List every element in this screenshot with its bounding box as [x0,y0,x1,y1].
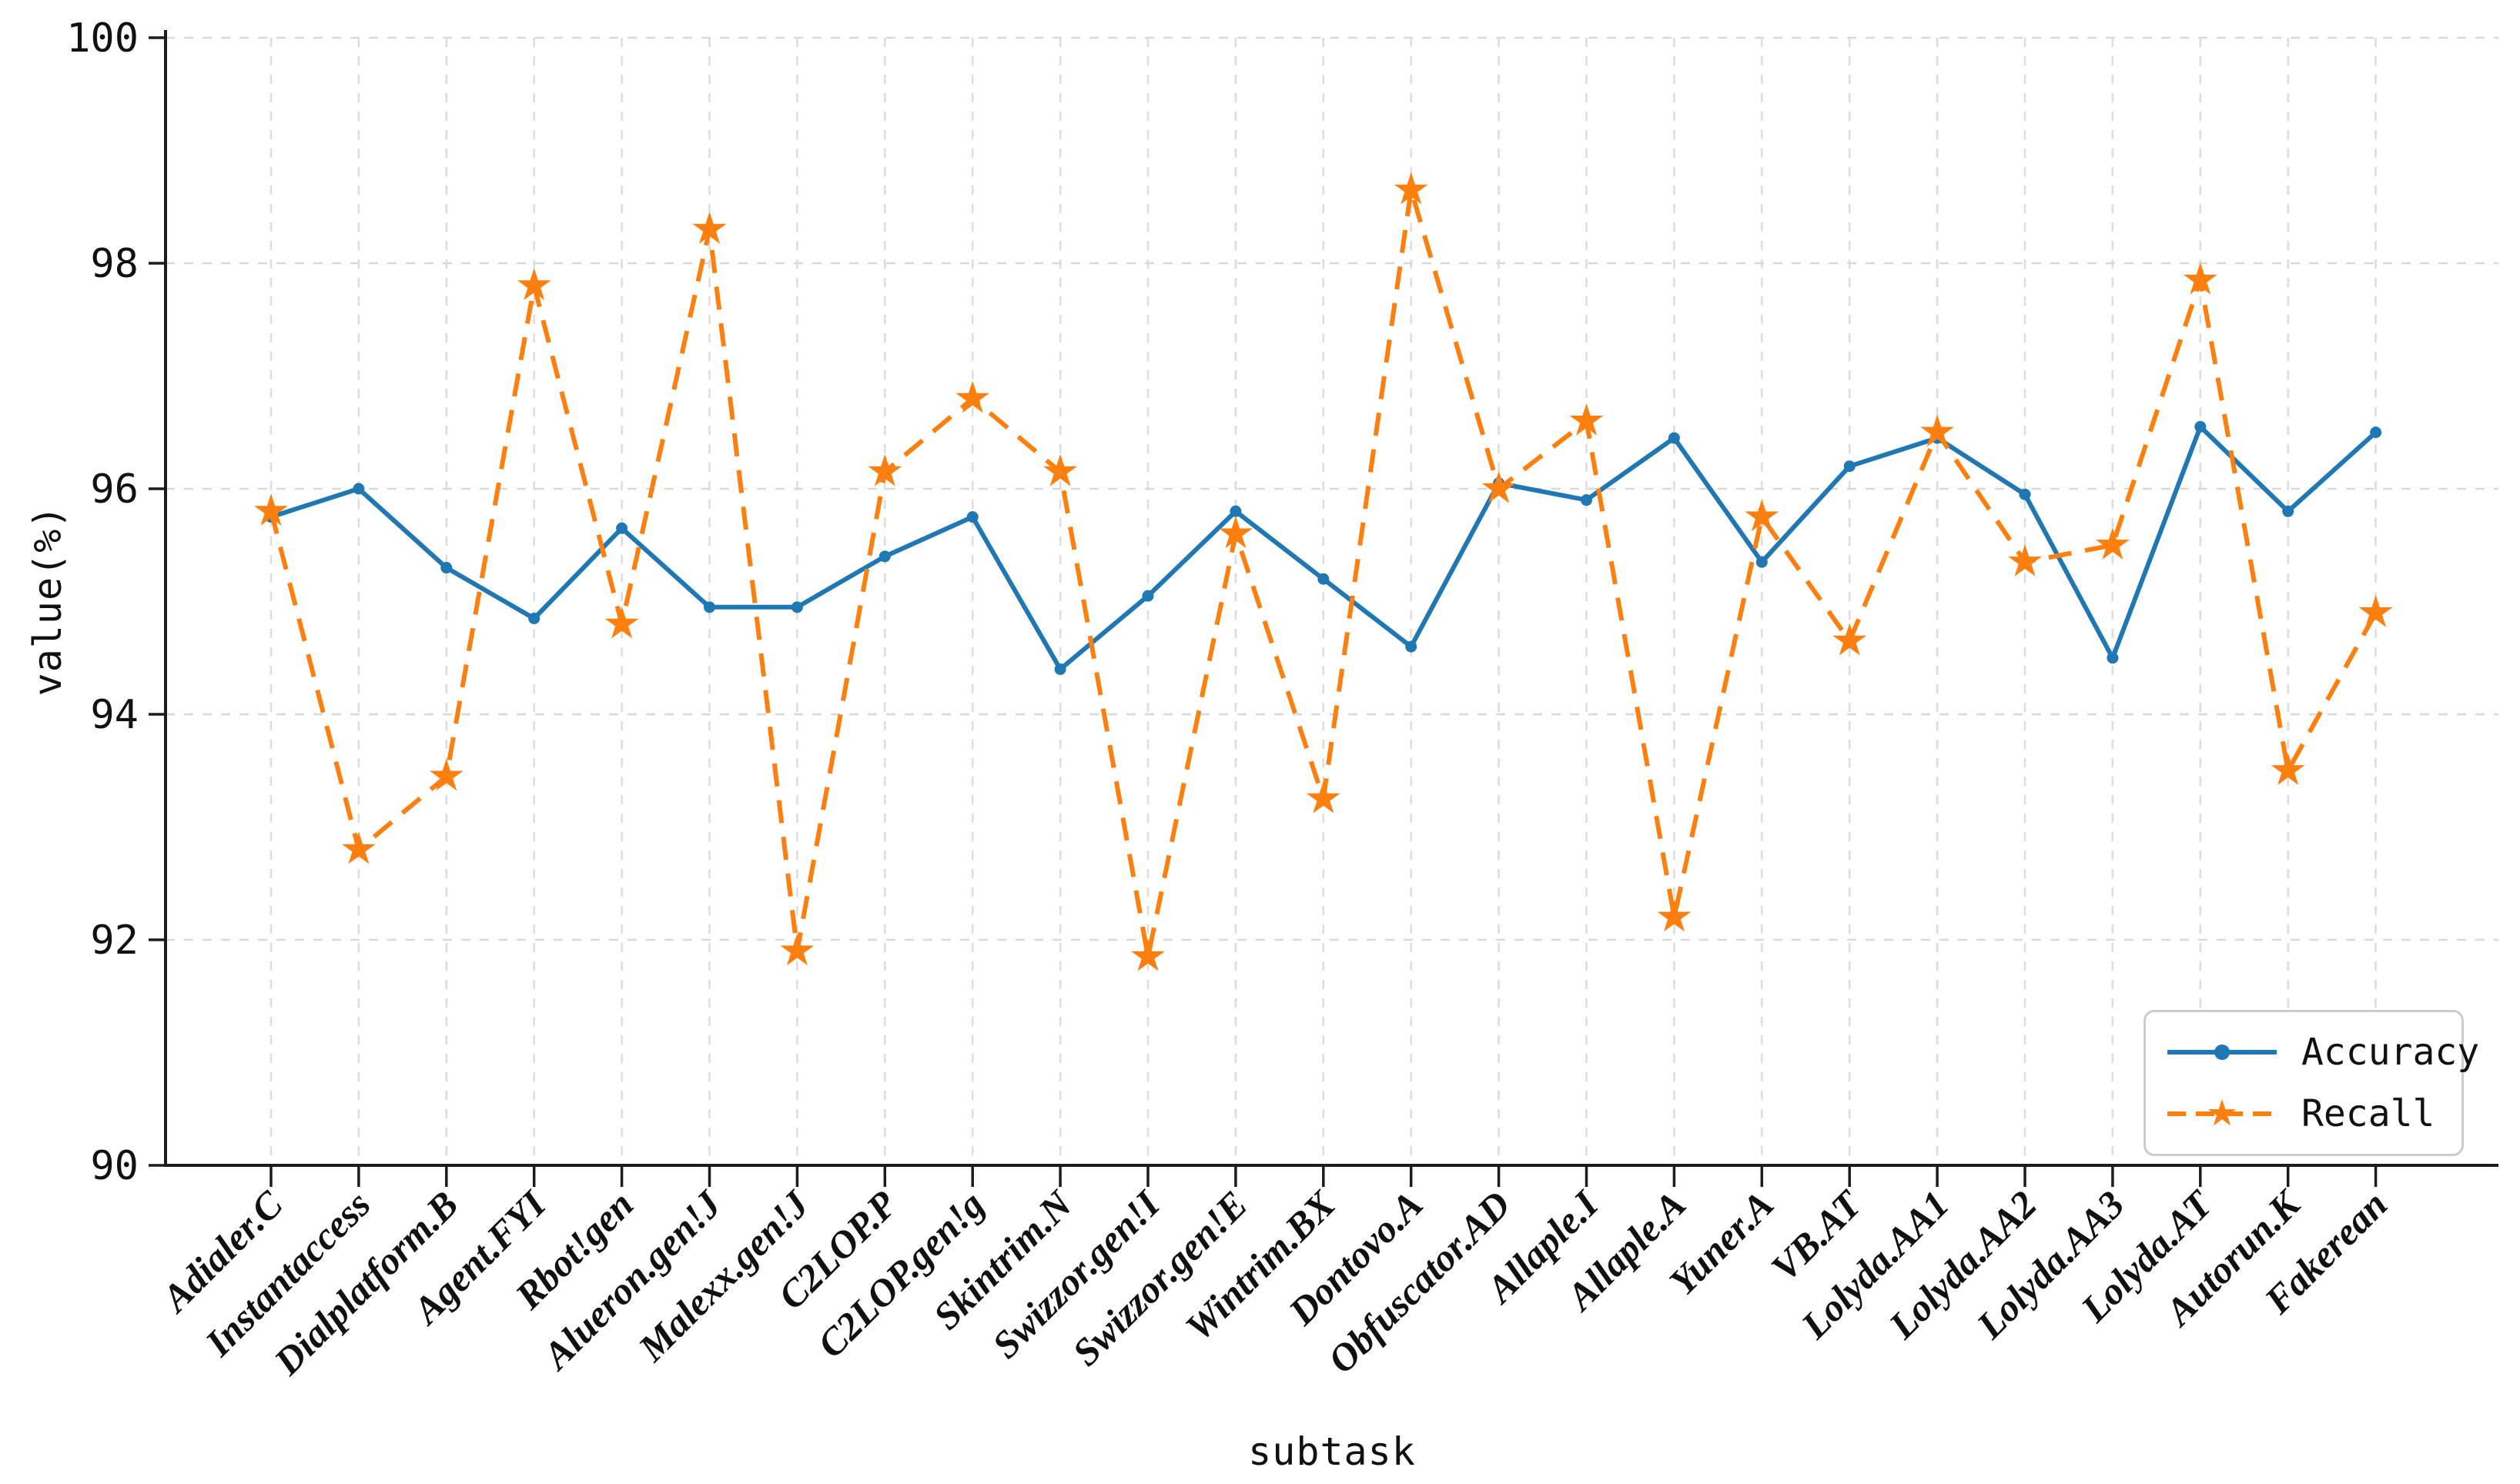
legend-item-recall: Recall [2164,1087,2443,1141]
svg-text:100: 100 [66,15,139,62]
y-axis-title: value(%) [25,504,70,697]
legend-label-accuracy: Accuracy [2301,1031,2480,1074]
svg-text:98: 98 [90,241,139,287]
legend: Accuracy Recall [2144,1010,2479,1156]
svg-text:92: 92 [90,917,139,964]
svg-text:90: 90 [90,1143,139,1189]
legend-label-recall: Recall [2301,1092,2435,1135]
svg-text:94: 94 [90,692,139,738]
legend-item-accuracy: Accuracy [2164,1025,2479,1079]
x-axis-title: subtask [1248,1429,1416,1474]
recall-line-swatch [2167,1099,2277,1126]
accuracy-line-swatch [2167,1044,2277,1060]
svg-text:96: 96 [90,466,139,513]
